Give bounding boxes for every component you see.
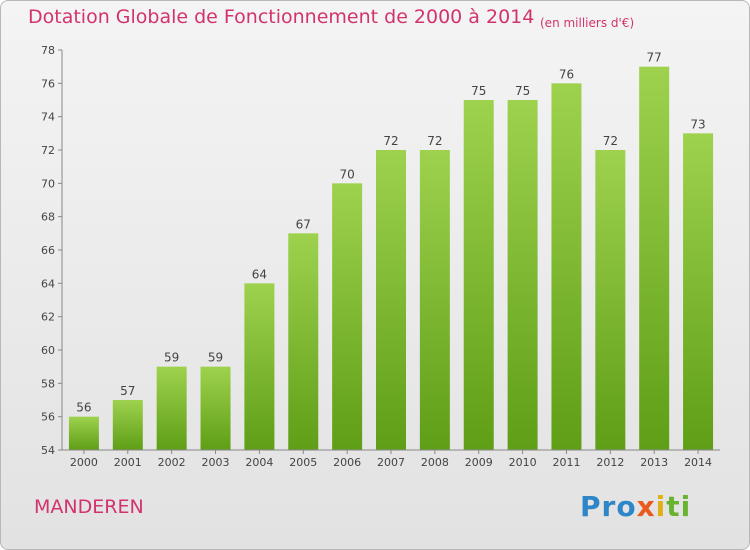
bar-value-label: 67	[296, 217, 311, 231]
bar-2009	[463, 100, 494, 450]
y-tick-label: 62	[41, 311, 55, 324]
bar-value-label: 76	[559, 67, 574, 81]
x-tick-label: 2009	[465, 456, 493, 469]
bar-2011	[551, 83, 582, 450]
y-tick-label: 78	[41, 44, 55, 57]
bar-2008	[419, 150, 450, 450]
bar-2001	[112, 400, 143, 450]
x-tick-label: 2000	[70, 456, 98, 469]
bar-value-label: 77	[647, 51, 662, 65]
bar-value-label: 75	[471, 84, 486, 98]
y-axis: 54 56 58 60 62 64 66 68 70 72 74 76 78	[41, 44, 63, 457]
y-tick-label: 72	[41, 144, 55, 157]
y-tick-label: 54	[41, 444, 55, 457]
x-tick-label: 2010	[509, 456, 537, 469]
bar-2010	[507, 100, 538, 450]
bar-2005	[288, 233, 319, 450]
x-tick-label: 2007	[377, 456, 405, 469]
x-tick-label: 2014	[684, 456, 712, 469]
bar-2012	[595, 150, 626, 450]
bar-2000	[68, 416, 99, 450]
bar-value-label: 72	[383, 134, 398, 148]
x-tick-label: 2012	[596, 456, 624, 469]
bar-value-label: 70	[339, 167, 354, 181]
bar-value-label: 64	[252, 267, 267, 281]
x-tick-label: 2013	[640, 456, 668, 469]
bar-2003	[200, 366, 231, 450]
x-tick-label: 2004	[245, 456, 273, 469]
bar-2007	[376, 150, 406, 450]
x-tick-label: 2001	[114, 456, 142, 469]
y-tick-label: 70	[41, 177, 55, 190]
x-tick-label: 2008	[421, 456, 449, 469]
bar-2013	[639, 66, 670, 451]
commune-name: MANDEREN	[34, 496, 144, 518]
y-tick-label: 68	[41, 211, 55, 224]
bar-2006	[332, 183, 363, 451]
bar-2014	[683, 133, 714, 451]
x-tick-label: 2006	[333, 456, 361, 469]
y-tick-label: 76	[41, 77, 55, 90]
bar-value-label: 56	[76, 401, 91, 415]
bar-value-label: 57	[120, 384, 135, 398]
bar-value-label: 72	[427, 134, 442, 148]
bar-value-label: 72	[603, 134, 618, 148]
y-tick-label: 60	[41, 344, 55, 357]
y-tick-label: 58	[41, 377, 55, 390]
bar-value-label: 73	[690, 117, 705, 131]
x-tick-label: 2002	[158, 456, 186, 469]
x-tick-label: 2011	[552, 456, 580, 469]
proxiti-logo: Proxiti	[580, 490, 692, 523]
chart-title: Dotation Globale de Fonctionnement de 20…	[28, 6, 535, 28]
x-tick-label: 2005	[289, 456, 317, 469]
bar-2002	[156, 366, 187, 450]
chart-subtitle: (en milliers d'€)	[540, 16, 635, 30]
bar-value-label: 59	[164, 351, 179, 365]
y-tick-label: 64	[41, 277, 55, 290]
bar-value-label: 59	[208, 351, 223, 365]
bars: 56 57 59 59 64 67 70 72 72 75 75 76 72 77 73	[68, 51, 714, 451]
x-axis: 2000 2001 2002 2003 2004 2005 2006 2007 2008 2009…	[62, 449, 720, 469]
x-tick-label: 2003	[202, 456, 230, 469]
y-tick-label: 56	[41, 411, 55, 424]
bar-2004	[244, 283, 275, 450]
y-tick-label: 66	[41, 244, 55, 257]
bar-value-label: 75	[515, 84, 530, 98]
y-tick-label: 74	[41, 111, 55, 124]
